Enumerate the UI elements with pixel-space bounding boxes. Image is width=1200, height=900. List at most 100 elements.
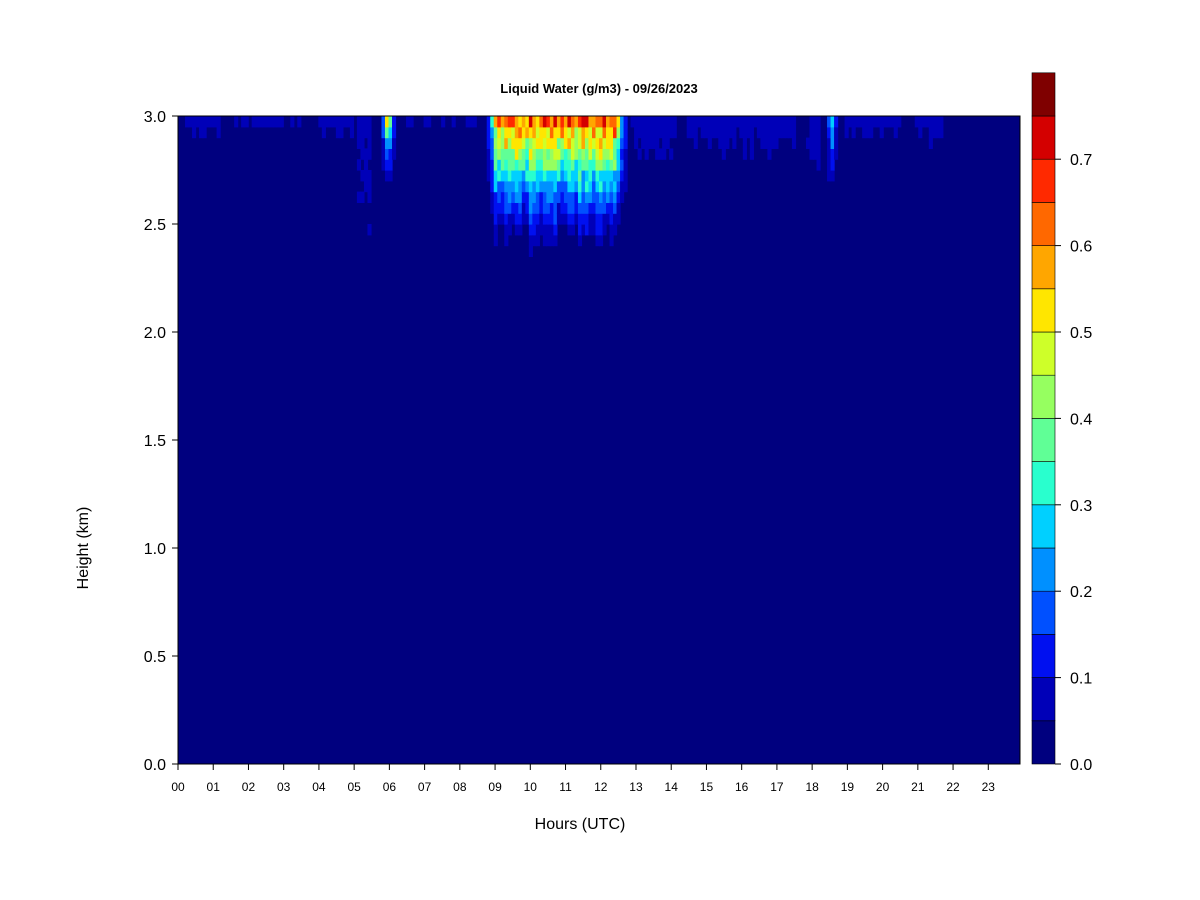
heatmap-cell — [588, 224, 593, 236]
heatmap-cell — [830, 170, 835, 182]
heatmap-cell — [518, 159, 523, 171]
y-axis-label: Height (km) — [75, 507, 92, 590]
heatmap-cell — [827, 137, 832, 149]
heatmap-cell — [535, 170, 540, 182]
heatmap-cell — [809, 116, 814, 128]
heatmap-cell — [648, 116, 653, 128]
heatmap-cell — [563, 191, 569, 203]
colorbar-swatch — [1031, 245, 1056, 290]
heatmap-cell — [588, 202, 593, 214]
heatmap-cell — [504, 116, 509, 128]
heatmap-cell — [606, 213, 611, 225]
heatmap-cell — [563, 116, 569, 128]
heatmap-cell — [577, 202, 583, 214]
heatmap-cell — [511, 126, 516, 139]
heatmap-cell — [584, 180, 590, 193]
y-tick-label: 2.0 — [144, 325, 166, 342]
heatmap-cell — [886, 116, 891, 128]
heatmap-cell — [588, 137, 593, 149]
x-tick-label: 00 — [171, 780, 185, 794]
heatmap-cell — [637, 116, 642, 128]
colorbar-swatch — [1031, 331, 1056, 376]
heatmap-cell — [813, 137, 818, 149]
heatmap-cell — [620, 116, 625, 128]
heatmap-cell — [490, 137, 495, 149]
heatmap-cell — [567, 137, 572, 149]
heatmap-cell — [497, 170, 502, 182]
heatmap-cell — [490, 170, 495, 182]
heatmap-cell — [363, 159, 369, 171]
heatmap-cell — [777, 116, 783, 128]
heatmap-cell — [539, 126, 544, 139]
heatmap-cell — [599, 170, 604, 182]
heatmap-cell — [346, 116, 351, 128]
heatmap-cell — [865, 116, 870, 128]
heatmap-cell — [504, 170, 509, 182]
heatmap-cell — [500, 180, 505, 193]
heatmap-cell — [216, 116, 221, 128]
heatmap-cell — [570, 137, 576, 149]
heatmap-cell — [549, 224, 554, 236]
heatmap-cell — [827, 170, 832, 182]
heatmap-cell — [532, 180, 537, 193]
heatmap-cell — [507, 224, 512, 236]
heatmap-cell — [577, 224, 583, 236]
heatmap-cell — [686, 126, 691, 139]
heatmap-cell — [599, 202, 604, 214]
heatmap-cell — [367, 191, 372, 203]
heatmap-cell — [514, 137, 519, 149]
heatmap-cell — [486, 148, 491, 160]
heatmap-cell — [504, 224, 509, 236]
heatmap-cell — [511, 191, 516, 203]
heatmap-cell — [602, 191, 607, 203]
heatmap-cell — [553, 213, 558, 225]
chart-title: Liquid Water (g/m3) - 09/26/2023 — [500, 81, 697, 96]
heatmap-cell — [897, 116, 902, 128]
heatmap-cell — [504, 159, 509, 171]
heatmap-cell — [507, 180, 512, 193]
heatmap-cell — [490, 159, 495, 171]
heatmap-cell — [809, 148, 814, 160]
heatmap-cells — [178, 116, 1020, 764]
heatmap-cell — [553, 224, 558, 236]
heatmap-cell — [742, 116, 747, 128]
heatmap-cell — [721, 126, 726, 139]
heatmap-cell — [623, 159, 628, 171]
x-tick-label: 21 — [911, 780, 925, 794]
heatmap-cell — [546, 202, 551, 214]
heatmap-cell — [872, 116, 877, 128]
heatmap-cell — [613, 224, 618, 236]
heatmap-cell — [721, 116, 726, 128]
heatmap-cell — [602, 159, 607, 171]
heatmap-cell — [581, 224, 586, 236]
heatmap-cell — [560, 148, 565, 160]
heatmap-cell — [749, 148, 754, 160]
heatmap-cell — [553, 116, 558, 128]
heatmap-cell — [514, 191, 519, 203]
heatmap-cell — [451, 116, 456, 128]
heatmap-cell — [599, 234, 604, 247]
heatmap-cell — [637, 148, 642, 160]
heatmap-cell — [577, 116, 583, 128]
heatmap-cell — [500, 202, 505, 214]
heatmap-cell — [732, 126, 737, 139]
heatmap-cell — [932, 126, 937, 139]
heatmap-cell — [360, 148, 365, 160]
heatmap-cell — [827, 148, 832, 160]
heatmap-cell — [595, 116, 600, 128]
heatmap-cell — [570, 202, 576, 214]
heatmap-cell — [830, 137, 835, 149]
heatmap-cell — [521, 191, 526, 203]
colorbar-swatch — [1031, 461, 1056, 506]
heatmap-cell — [634, 137, 639, 149]
heatmap-cell — [623, 180, 628, 193]
heatmap-cell — [511, 170, 516, 182]
heatmap-cell — [693, 126, 698, 139]
heatmap-cell — [599, 148, 604, 160]
heatmap-cell — [595, 126, 600, 139]
x-tick-label: 05 — [347, 780, 361, 794]
y-tick-label: 0.5 — [144, 649, 166, 666]
heatmap-cell — [518, 202, 523, 214]
colorbar-swatch — [1031, 158, 1056, 203]
heatmap-cell — [827, 126, 832, 139]
